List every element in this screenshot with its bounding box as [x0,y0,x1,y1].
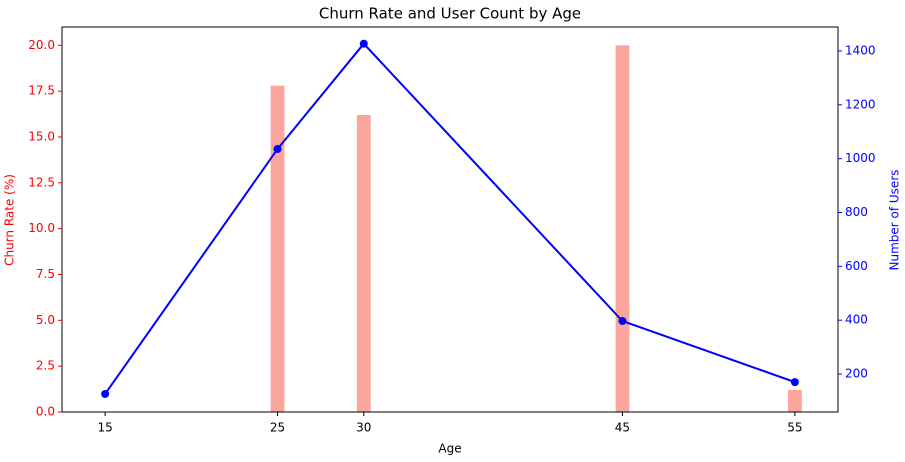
y2-tick-label: 1400 [845,43,876,57]
y-tick-label: 20.0 [28,38,55,52]
x-tick-label: 15 [97,421,112,435]
y-tick-label: 10.0 [28,221,55,235]
y2-tick-label: 800 [845,205,868,219]
bar [615,45,630,412]
y-tick-label: 5.0 [36,313,55,327]
x-tick-label: 45 [615,421,630,435]
y-tick-label: 7.5 [36,267,55,281]
x-tick-label: 25 [270,421,285,435]
y-tick-label: 12.5 [28,175,55,189]
y2-axis-label: Number of Users [888,169,902,270]
point [359,39,368,48]
bar [787,390,802,412]
y2-tick-label: 1200 [845,97,876,111]
bar [356,115,371,412]
point [790,378,799,387]
point [101,389,110,398]
x-tick-label: 55 [787,421,802,435]
point [273,144,282,153]
plot-frame [61,26,839,413]
y2-tick-label: 200 [845,367,868,381]
x-axis-label: Age [438,442,461,456]
y2-tick-label: 1000 [845,151,876,165]
point [618,317,627,325]
x-tick-label: 30 [356,421,371,435]
y-tick-label: 15.0 [28,130,55,144]
y-axis-label: Churn Rate (%) [3,174,17,266]
y-tick-label: 17.5 [28,84,55,98]
y-tick-label: 0.0 [36,405,55,419]
bar [270,85,285,413]
line [104,42,796,395]
y2-tick-label: 600 [845,259,868,273]
chart-title: Churn Rate and User Count by Age [319,5,581,23]
y-tick-label: 2.5 [36,359,55,373]
y2-tick-label: 400 [845,313,868,327]
